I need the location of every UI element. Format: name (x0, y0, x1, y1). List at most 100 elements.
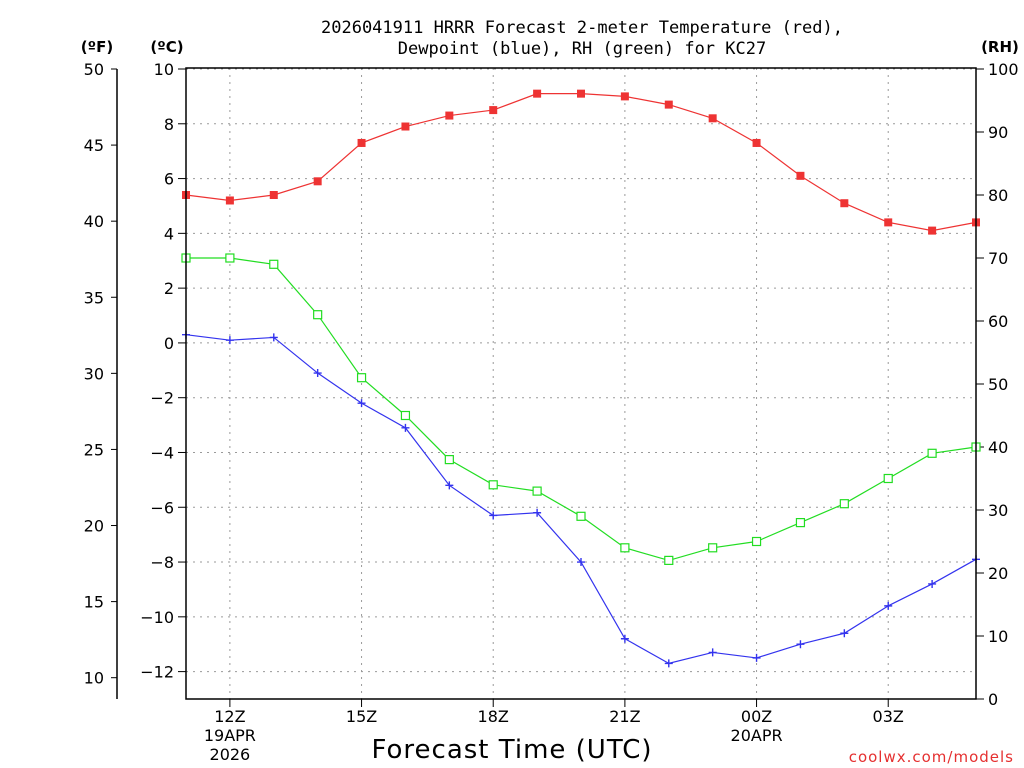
celsius-tick-label: −2 (150, 389, 174, 408)
fahrenheit-tick-label: 20 (84, 517, 104, 536)
rh-tick-label: 50 (988, 375, 1008, 394)
celsius-tick-label: 6 (164, 170, 174, 189)
celsius-tick-label: −4 (150, 443, 174, 462)
temperature-point (445, 111, 454, 120)
rh-series (181, 253, 981, 566)
fahrenheit-tick-label: 25 (84, 440, 104, 459)
celsius-axis: 10 8 6 4 2 0 −2 −4 −6 −8 −10 −12 (140, 60, 186, 682)
temperature-point (620, 92, 629, 101)
rh-tick-label: 70 (988, 249, 1008, 268)
rh-tick-label: 20 (988, 564, 1008, 583)
dewpoint-point (884, 601, 893, 610)
temperature-point (313, 177, 322, 186)
celsius-tick-label: −10 (140, 608, 174, 627)
rh-point (927, 448, 937, 458)
dewpoint-point (796, 640, 805, 649)
plot-frame (185, 67, 977, 700)
watermark: coolwx.com/models (849, 748, 1014, 766)
temperature-point (489, 106, 498, 115)
dewpoint-point (489, 511, 498, 520)
temperature-point (796, 171, 805, 180)
rh-point (269, 259, 279, 269)
rh-point (751, 536, 762, 547)
celsius-tick-label: −6 (150, 498, 174, 517)
celsius-tick-label: −8 (150, 553, 174, 572)
dewpoint-point (269, 333, 278, 342)
temperature-point (752, 138, 761, 147)
fahrenheit-axis: 50 45 40 35 30 25 20 15 10 (84, 60, 118, 699)
fahrenheit-tick-label: 30 (84, 364, 104, 383)
rh-point (225, 253, 235, 263)
rh-point (839, 499, 849, 509)
fahrenheit-tick-label: 40 (84, 212, 104, 231)
temperature-point (664, 100, 673, 109)
rh-unit-label: (RH) (981, 38, 1019, 56)
date-label: 20APR (731, 726, 783, 745)
celsius-unit-label: (ºC) (150, 38, 183, 56)
dewpoint-point (445, 481, 454, 490)
dewpoint-point (533, 508, 542, 517)
temperature-series (182, 89, 980, 235)
fahrenheit-unit-label: (ºF) (81, 38, 113, 56)
rh-point (664, 555, 674, 566)
rh-point (444, 455, 454, 465)
fahrenheit-tick-label: 50 (84, 60, 104, 79)
year-label: 2026 (210, 745, 251, 764)
rh-point (883, 473, 893, 484)
dewpoint-point (313, 369, 322, 378)
time-tick-label: 03Z (873, 707, 904, 726)
rh-tick-label: 80 (988, 186, 1008, 205)
rh-tick-label: 100 (988, 60, 1019, 79)
temperature-point (840, 199, 849, 208)
temperature-point (401, 122, 410, 131)
rh-point (313, 310, 323, 320)
rh-tick-label: 40 (988, 438, 1008, 457)
dewpoint-point (620, 634, 629, 643)
grid-lines (186, 68, 976, 699)
rh-point (532, 486, 542, 496)
temperature-point (269, 191, 278, 199)
rh-point (488, 480, 498, 490)
celsius-tick-label: 0 (164, 334, 174, 353)
time-tick-label: 15Z (346, 707, 377, 726)
rh-point (576, 511, 586, 521)
rh-tick-label: 90 (988, 123, 1008, 142)
rh-tick-label: 0 (988, 690, 998, 709)
dewpoint-point (577, 558, 585, 567)
dewpoint-point (357, 399, 366, 408)
temperature-point (225, 196, 234, 205)
rh-tick-label: 30 (988, 501, 1008, 520)
chart-title-line-1: 2026041911 HRRR Forecast 2-meter Tempera… (321, 18, 843, 38)
rh-point (356, 373, 367, 383)
fahrenheit-tick-label: 10 (84, 669, 104, 688)
dewpoint-point (708, 648, 717, 657)
rh-point (795, 517, 806, 528)
x-axis-label: Forecast Time (UTC) (371, 735, 652, 765)
celsius-tick-label: 4 (164, 224, 174, 243)
dewpoint-point (225, 336, 234, 345)
time-tick-label: 18Z (478, 707, 509, 726)
celsius-tick-label: −12 (140, 663, 174, 682)
temperature-point (533, 89, 542, 98)
date-label: 19APR (204, 726, 256, 745)
rh-point (708, 543, 718, 553)
temperature-point (928, 226, 937, 235)
fahrenheit-tick-label: 45 (84, 136, 104, 155)
temperature-point (357, 138, 366, 147)
time-tick-label: 12Z (214, 707, 245, 726)
dewpoint-point (664, 659, 673, 668)
celsius-tick-label: 8 (164, 115, 174, 134)
fahrenheit-tick-label: 35 (84, 288, 104, 307)
time-tick-label: 00Z (741, 707, 772, 726)
chart-title-line-2: Dewpoint (blue), RH (green) for KC27 (398, 39, 766, 59)
dewpoint-point (401, 423, 410, 432)
temperature-point (884, 218, 893, 227)
rh-tick-label: 60 (988, 312, 1008, 331)
rh-tick-label: 10 (988, 627, 1008, 646)
dewpoint-point (752, 653, 761, 662)
rh-point (400, 410, 411, 421)
dewpoint-point (840, 629, 849, 638)
rh-point (620, 543, 630, 553)
